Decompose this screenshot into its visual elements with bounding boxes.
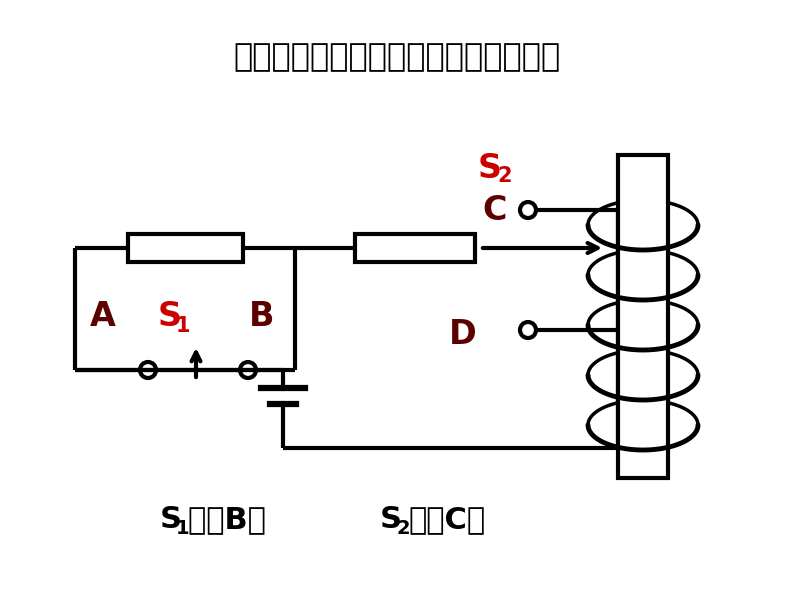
Bar xyxy=(128,234,243,262)
Text: S: S xyxy=(160,505,182,535)
Text: 要使电磁铁的磁性最强，应该如何做？: 要使电磁铁的磁性最强，应该如何做？ xyxy=(233,42,561,73)
Text: 接在B，: 接在B， xyxy=(188,505,287,535)
Text: S: S xyxy=(478,151,502,185)
Text: D: D xyxy=(449,318,477,352)
Text: S: S xyxy=(158,300,182,333)
Text: 1: 1 xyxy=(176,519,190,538)
Text: C: C xyxy=(483,194,507,226)
Text: 接在C。: 接在C。 xyxy=(408,505,485,535)
Text: 2: 2 xyxy=(498,166,512,186)
Bar xyxy=(355,234,475,262)
Text: S: S xyxy=(380,505,402,535)
Text: B: B xyxy=(249,300,275,333)
Bar xyxy=(618,155,668,478)
Text: 2: 2 xyxy=(396,519,410,538)
Text: 1: 1 xyxy=(175,316,191,336)
Text: A: A xyxy=(90,300,116,333)
